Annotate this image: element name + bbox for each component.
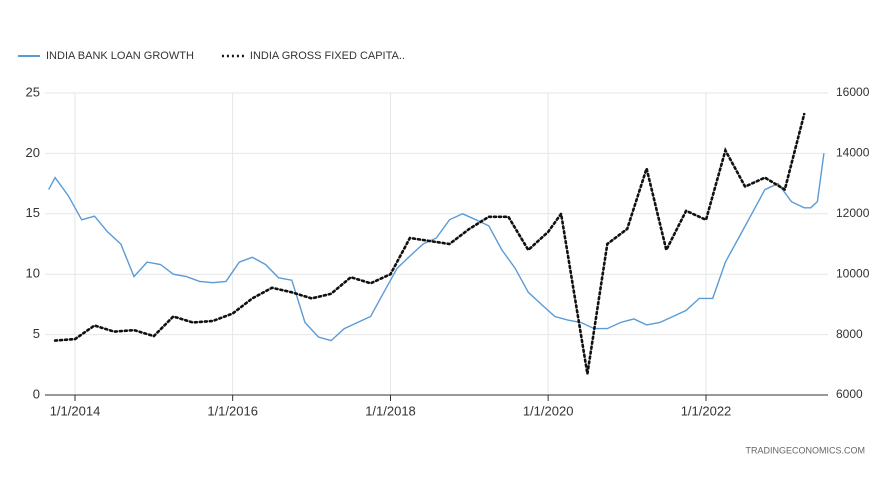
legend-label: INDIA GROSS FIXED CAPITA.. (250, 50, 405, 62)
y2-tick-label: 6000 (836, 387, 863, 401)
y-tick-label: 0 (33, 386, 40, 401)
y-tick-label: 25 (26, 84, 40, 99)
x-tick-label: 1/1/2020 (523, 403, 574, 418)
y-tick-label: 20 (26, 145, 40, 160)
x-tick-label: 1/1/2016 (207, 403, 258, 418)
y-tick-label: 10 (26, 266, 40, 281)
y2-tick-label: 8000 (836, 327, 863, 341)
legend-label: INDIA BANK LOAN GROWTH (46, 50, 194, 62)
y-tick-label: 5 (33, 326, 40, 341)
y2-tick-label: 14000 (836, 146, 870, 160)
line-series (53, 112, 806, 375)
y-tick-label: 15 (26, 205, 40, 220)
x-tick-label: 1/1/2022 (681, 403, 732, 418)
x-tick-label: 1/1/2014 (50, 403, 101, 418)
x-tick-label: 1/1/2018 (365, 403, 416, 418)
y2-tick-label: 16000 (836, 85, 870, 99)
y2-tick-label: 10000 (836, 266, 870, 280)
y2-tick-label: 12000 (836, 206, 870, 220)
line-series (48, 153, 825, 342)
source: TRADINGECONOMICS.COM (745, 445, 865, 455)
